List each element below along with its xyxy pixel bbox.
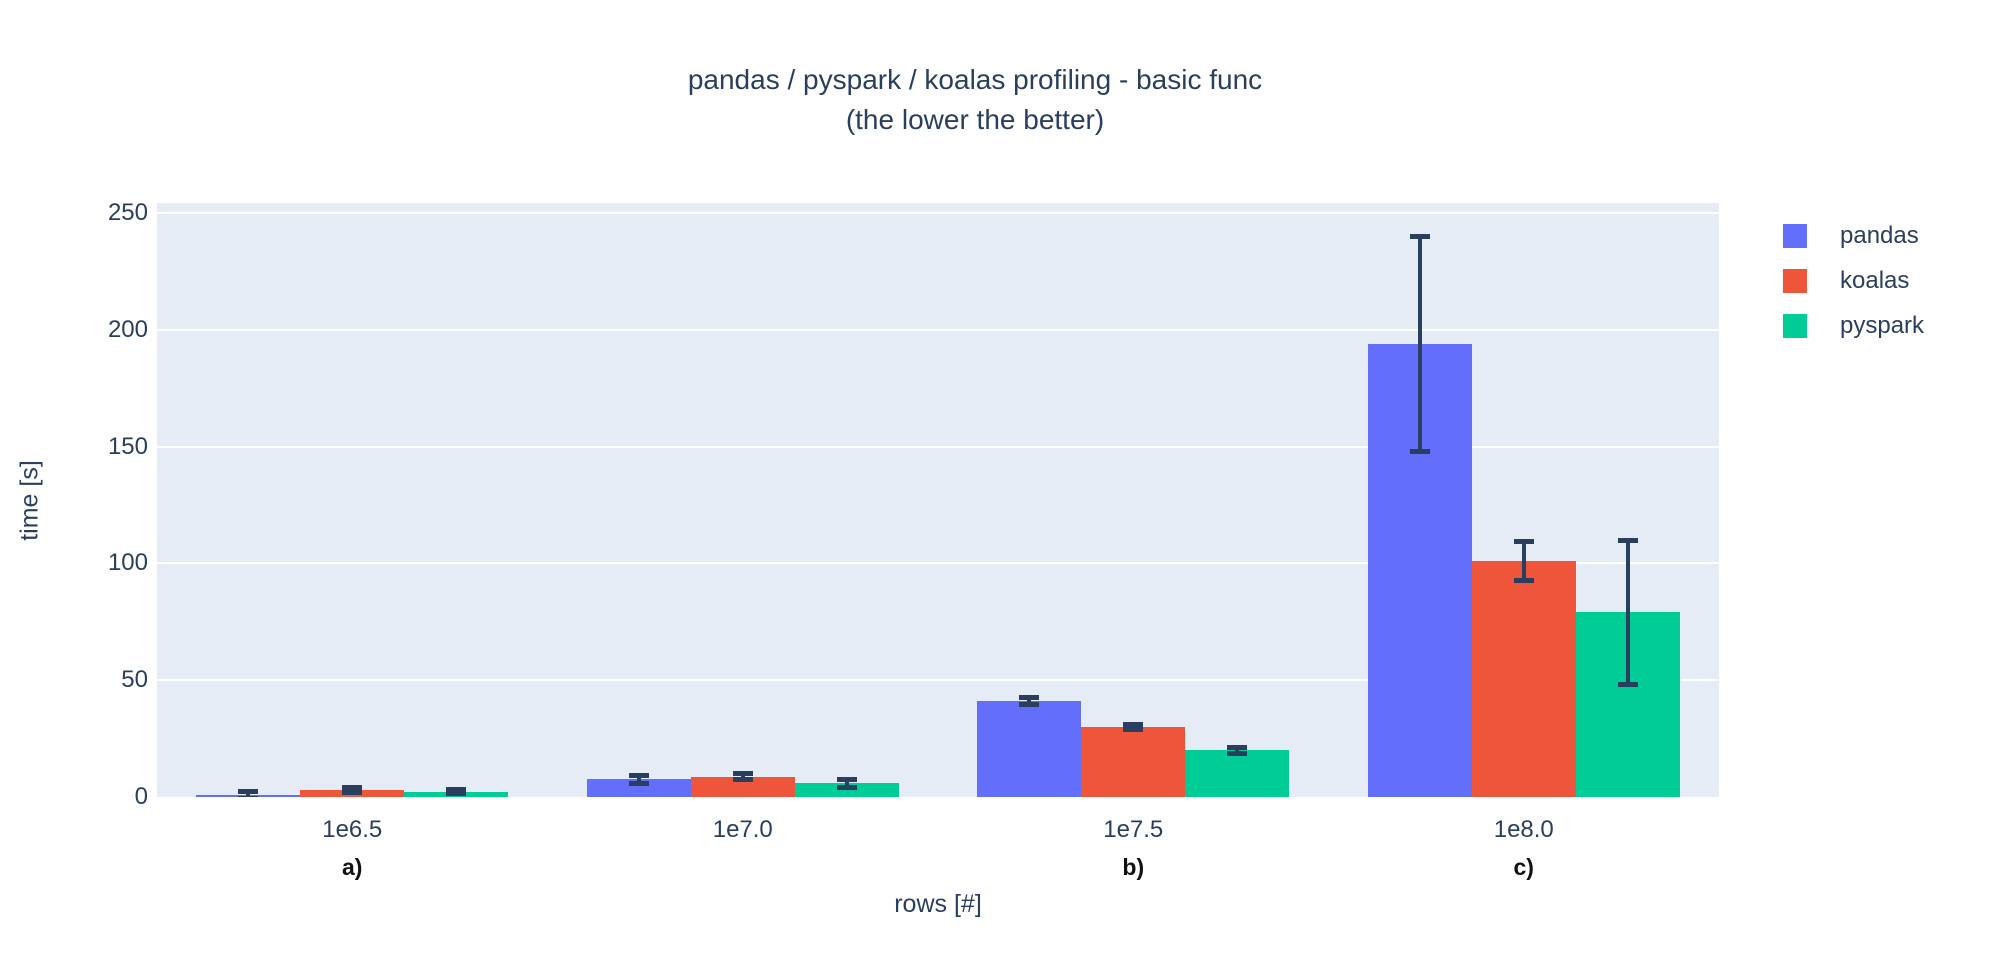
error-cap-top-koalas-1e7.5: [1123, 721, 1144, 727]
error-bar-pandas-1e7.0: [636, 775, 641, 783]
x-tick-1e7.0: 1e7.0: [712, 816, 773, 843]
legend: pandas koalas pyspark: [1783, 222, 1924, 357]
x-axis-title: rows [#]: [894, 890, 982, 918]
bar-koalas-1e7.0[interactable]: [690, 776, 795, 797]
x-tick-1e8.0: 1e8.0: [1493, 816, 1554, 843]
y-tick-50: 50: [121, 666, 148, 694]
annotation-c: c): [1513, 854, 1534, 880]
error-cap-bottom-pyspark-1e7.5: [1227, 750, 1248, 756]
plot-area: [157, 203, 1719, 797]
error-cap-top-koalas-1e6.5: [342, 785, 363, 791]
bar-pandas-1e7.5[interactable]: [977, 701, 1082, 797]
error-cap-top-pyspark-1e8.0: [1617, 537, 1638, 543]
gridline-50: [157, 679, 1719, 682]
legend-swatch-pandas: [1783, 224, 1807, 248]
error-cap-top-pyspark-1e6.5: [446, 786, 467, 792]
error-cap-bottom-koalas-1e7.0: [732, 777, 753, 783]
y-tick-100: 100: [107, 549, 148, 577]
error-cap-top-pyspark-1e7.5: [1227, 744, 1248, 750]
error-cap-top-koalas-1e7.0: [732, 770, 753, 776]
legend-label-pandas: pandas: [1840, 222, 1919, 249]
error-bar-pandas-1e8.0: [1417, 236, 1422, 452]
chart-title: pandas / pyspark / koalas profiling - ba…: [0, 60, 1950, 140]
error-cap-top-pyspark-1e7.0: [836, 776, 857, 782]
error-cap-top-pandas-1e7.0: [628, 772, 649, 778]
error-cap-top-koalas-1e8.0: [1513, 538, 1534, 544]
gridline-100: [157, 562, 1719, 565]
bar-koalas-1e7.5[interactable]: [1081, 726, 1186, 797]
error-bar-koalas-1e8.0: [1521, 541, 1526, 581]
x-axis: 1e6.5 1e7.0 1e7.5 1e8.0: [157, 816, 1719, 850]
legend-label-koalas: koalas: [1840, 267, 1910, 294]
y-axis: 0 50 100 150 200 250: [0, 199, 148, 810]
error-bar-pandas-1e6.5: [246, 791, 251, 797]
legend-item-koalas[interactable]: koalas: [1783, 267, 1924, 295]
legend-item-pyspark[interactable]: pyspark: [1783, 312, 1924, 340]
error-cap-bottom-koalas-1e6.5: [342, 789, 363, 795]
annotation-a: a): [342, 854, 363, 880]
y-axis-title: time [s]: [15, 460, 44, 541]
error-cap-bottom-pyspark-1e7.0: [836, 785, 857, 791]
legend-item-pandas[interactable]: pandas: [1783, 222, 1924, 250]
chart-title-line1: pandas / pyspark / koalas profiling - ba…: [687, 64, 1263, 95]
error-cap-top-pandas-1e7.5: [1019, 695, 1040, 701]
error-bar-koalas-1e7.0: [740, 773, 745, 780]
y-tick-250: 250: [107, 199, 148, 227]
bar-koalas-1e8.0[interactable]: [1471, 561, 1576, 797]
error-cap-bottom-pyspark-1e6.5: [446, 791, 467, 797]
error-cap-bottom-pyspark-1e8.0: [1617, 682, 1638, 688]
error-cap-bottom-pandas-1e7.0: [628, 780, 649, 786]
error-bar-pyspark-1e7.0: [844, 779, 849, 788]
x-annotations: a) b) c): [157, 854, 1719, 888]
legend-swatch-koalas: [1783, 269, 1807, 293]
bar-pyspark-1e7.5[interactable]: [1185, 750, 1290, 797]
error-cap-top-pandas-1e6.5: [238, 789, 259, 795]
error-cap-bottom-koalas-1e7.5: [1123, 727, 1144, 733]
annotation-b: b): [1122, 854, 1145, 880]
gridline-250: [157, 212, 1719, 215]
legend-label-pyspark: pyspark: [1840, 312, 1925, 339]
legend-swatch-pyspark: [1783, 314, 1807, 338]
error-bar-pyspark-1e7.5: [1235, 747, 1240, 754]
y-tick-150: 150: [107, 432, 148, 460]
error-cap-bottom-pandas-1e7.5: [1019, 702, 1040, 708]
error-cap-bottom-pandas-1e8.0: [1409, 448, 1430, 454]
bar-pandas-1e7.0[interactable]: [586, 779, 691, 797]
y-tick-200: 200: [107, 315, 148, 343]
error-bar-pyspark-1e8.0: [1625, 540, 1630, 685]
error-bar-koalas-1e7.5: [1131, 724, 1136, 730]
x-tick-1e6.5: 1e6.5: [322, 816, 383, 843]
error-cap-bottom-koalas-1e8.0: [1513, 578, 1534, 584]
error-bar-pandas-1e7.5: [1027, 697, 1032, 705]
gridline-200: [157, 328, 1719, 331]
error-cap-top-pandas-1e8.0: [1409, 233, 1430, 239]
y-tick-0: 0: [134, 783, 148, 810]
gridline-150: [157, 445, 1719, 448]
error-cap-bottom-pandas-1e6.5: [238, 796, 259, 797]
chart-title-line2: (the lower the better): [845, 104, 1105, 135]
x-tick-1e7.5: 1e7.5: [1103, 816, 1164, 843]
